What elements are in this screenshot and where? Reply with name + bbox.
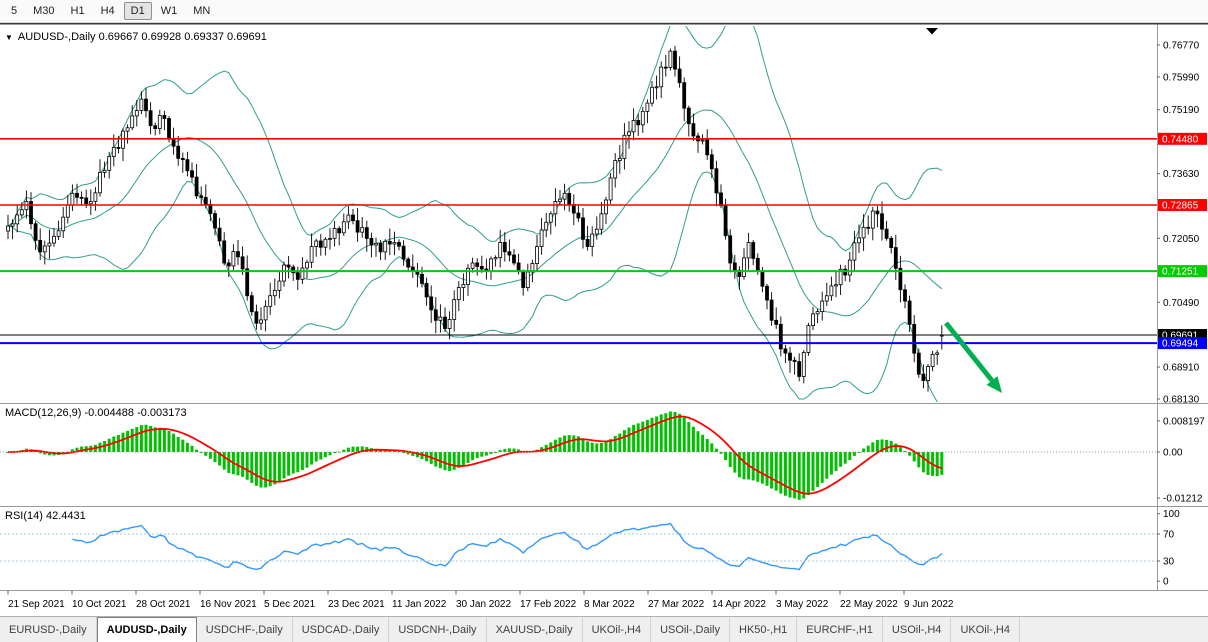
svg-text:0.00: 0.00 xyxy=(1163,448,1183,459)
svg-text:0: 0 xyxy=(1163,577,1169,588)
tab-usdchf-daily[interactable]: USDCHF-,Daily xyxy=(197,617,293,642)
timeframe-d1-button[interactable]: D1 xyxy=(123,2,152,20)
svg-text:0.68130: 0.68130 xyxy=(1163,394,1200,405)
svg-text:0.008197: 0.008197 xyxy=(1163,416,1205,427)
tab-eurchf-h1[interactable]: EURCHF-,H1 xyxy=(797,617,883,642)
svg-text:0.74480: 0.74480 xyxy=(1162,134,1199,145)
tab-usoil-h4[interactable]: USOil-,H4 xyxy=(883,617,952,642)
macd-label: MACD(12,26,9) -0.004488 -0.003173 xyxy=(5,407,187,419)
svg-text:70: 70 xyxy=(1163,529,1175,540)
chart-window: 0.76770 0.75990 0.75190 0.73630 0.72050 0.704… xyxy=(0,23,1208,616)
svg-text:23 Dec 2021: 23 Dec 2021 xyxy=(328,599,385,610)
tab-usoil-daily[interactable]: USOil-,Daily xyxy=(651,617,730,642)
svg-text:0.70490: 0.70490 xyxy=(1163,298,1200,309)
svg-text:0.72865: 0.72865 xyxy=(1162,200,1199,211)
tab-audusd-daily[interactable]: AUDUSD-,Daily xyxy=(96,617,197,642)
price-chart-canvas[interactable]: 0.76770 0.75990 0.75190 0.73630 0.72050 0.704… xyxy=(0,23,1208,616)
svg-text:14 Apr 2022: 14 Apr 2022 xyxy=(712,599,766,610)
tab-ukoil-h4-2[interactable]: UKOil-,H4 xyxy=(951,617,1020,642)
tab-xauusd-daily[interactable]: XAUUSD-,Daily xyxy=(487,617,583,642)
timeframe-h4-button[interactable]: H4 xyxy=(94,2,122,20)
svg-text:5 Dec 2021: 5 Dec 2021 xyxy=(264,599,316,610)
svg-text:30: 30 xyxy=(1163,556,1175,567)
timeframe-toolbar: 5 M30 H1 H4 D1 W1 MN xyxy=(0,0,1208,23)
symbol-tab-bar: EURUSD-,Daily AUDUSD-,Daily USDCHF-,Dail… xyxy=(0,616,1208,642)
svg-text:21 Sep 2021: 21 Sep 2021 xyxy=(8,599,65,610)
svg-text:8 Mar 2022: 8 Mar 2022 xyxy=(584,599,635,610)
collapse-indicator-icon[interactable]: ▼ xyxy=(5,32,13,42)
svg-text:16 Nov 2021: 16 Nov 2021 xyxy=(200,599,257,610)
svg-text:0.71251: 0.71251 xyxy=(1162,267,1199,278)
svg-text:27 Mar 2022: 27 Mar 2022 xyxy=(648,599,705,610)
timeframe-5-button[interactable]: 5 xyxy=(4,2,24,20)
svg-text:0.69691: 0.69691 xyxy=(1162,331,1199,342)
svg-text:3 May 2022: 3 May 2022 xyxy=(776,599,829,610)
tab-eurusd-daily[interactable]: EURUSD-,Daily xyxy=(0,617,97,642)
svg-text:-0.01212: -0.01212 xyxy=(1163,494,1203,505)
svg-text:17 Feb 2022: 17 Feb 2022 xyxy=(520,599,577,610)
svg-text:0.73630: 0.73630 xyxy=(1163,169,1200,180)
tab-usdcad-daily[interactable]: USDCAD-,Daily xyxy=(293,617,390,642)
svg-text:0.76770: 0.76770 xyxy=(1163,41,1200,52)
svg-text:28 Oct 2021: 28 Oct 2021 xyxy=(136,599,191,610)
timeframe-w1-button[interactable]: W1 xyxy=(154,2,185,20)
svg-text:0.75190: 0.75190 xyxy=(1163,105,1200,116)
svg-text:100: 100 xyxy=(1163,509,1180,520)
tab-ukoil-h4[interactable]: UKOil-,H4 xyxy=(583,617,652,642)
svg-text:11 Jan 2022: 11 Jan 2022 xyxy=(392,599,447,610)
svg-text:30 Jan 2022: 30 Jan 2022 xyxy=(456,599,511,610)
svg-text:0.69494: 0.69494 xyxy=(1162,339,1199,350)
svg-text:9 Jun 2022: 9 Jun 2022 xyxy=(904,599,954,610)
svg-text:0.75990: 0.75990 xyxy=(1163,72,1200,83)
timeframe-mn-button[interactable]: MN xyxy=(186,2,217,20)
chart-ohlc-text: AUDUSD-,Daily 0.69667 0.69928 0.69337 0.… xyxy=(17,31,267,43)
svg-text:22 May 2022: 22 May 2022 xyxy=(840,599,898,610)
timeframe-h1-button[interactable]: H1 xyxy=(64,2,92,20)
tab-hk50-h1[interactable]: HK50-,H1 xyxy=(730,617,798,642)
svg-text:0.72050: 0.72050 xyxy=(1163,234,1200,245)
timeframe-m30-button[interactable]: M30 xyxy=(26,2,61,20)
tab-usdcnh-daily[interactable]: USDCNH-,Daily xyxy=(389,617,487,642)
svg-text:0.68910: 0.68910 xyxy=(1163,363,1200,374)
svg-text:10 Oct 2021: 10 Oct 2021 xyxy=(72,599,127,610)
chart-title: ▼ AUDUSD-,Daily 0.69667 0.69928 0.69337 … xyxy=(5,31,267,43)
rsi-label: RSI(14) 42.4431 xyxy=(5,510,86,522)
